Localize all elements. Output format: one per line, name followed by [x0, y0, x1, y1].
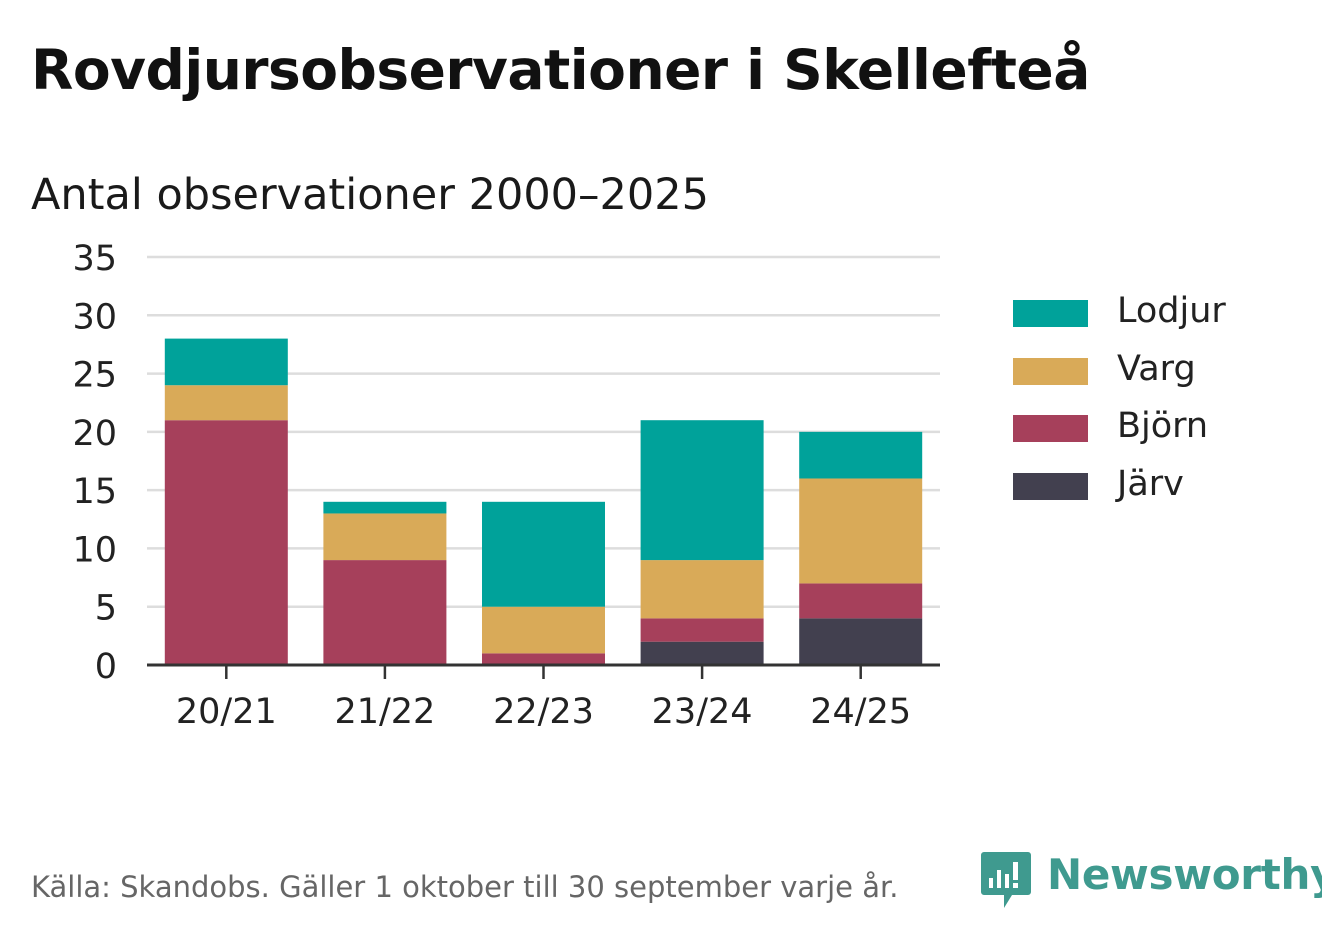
bar-segment-varg	[482, 606, 605, 654]
legend-swatch	[1013, 415, 1088, 442]
y-tick-label: 15	[72, 472, 117, 512]
source-note: Källa: Skandobs. Gäller 1 oktober till 3…	[31, 870, 899, 904]
legend-swatch	[1013, 300, 1088, 327]
y-tick-label: 10	[72, 530, 117, 570]
x-tick-label: 23/24	[652, 692, 753, 732]
bar-segment-björn	[323, 560, 447, 665]
stacked-bar-chart: 0 5 10 15 20 25 30 35 20/21 21/22 22/23 23/24 24/25	[72, 239, 940, 732]
x-tick-label: 24/25	[810, 692, 911, 732]
page-title: Rovdjursobservationer i Skellefteå	[31, 38, 1090, 102]
bar-segment-järv	[640, 641, 764, 665]
x-tick-label: 21/22	[334, 692, 435, 732]
brand-name: Newsworthy	[1047, 850, 1322, 899]
bar-segment-varg	[323, 513, 447, 561]
chart-subtitle: Antal observationer 2000–2025	[31, 170, 709, 220]
bar-segment-varg	[164, 385, 288, 421]
bar-segment-lodjur	[164, 338, 288, 386]
y-tick-label: 35	[72, 239, 117, 279]
y-tick-label: 5	[95, 589, 117, 629]
bar-segment-järv	[799, 618, 923, 665]
y-tick-label: 20	[72, 414, 117, 454]
y-tick-label: 30	[72, 297, 117, 337]
bar-segment-björn	[799, 583, 923, 619]
bar-segment-varg	[799, 478, 923, 584]
x-tick-label: 22/23	[493, 692, 594, 732]
y-tick-label: 25	[72, 356, 117, 396]
bar-segment-björn	[164, 420, 288, 665]
x-tick-label: 20/21	[176, 692, 277, 732]
newsworthy-icon	[981, 852, 1031, 908]
bar-segment-varg	[640, 560, 764, 619]
bar-segment-björn	[482, 653, 605, 665]
bar-segment-lodjur	[799, 431, 923, 479]
legend-label: Järv	[1117, 463, 1184, 504]
legend-label: Lodjur	[1117, 291, 1226, 331]
bar-segment-lodjur	[640, 420, 764, 561]
legend-swatch	[1013, 472, 1088, 500]
bar-segment-björn	[640, 618, 764, 642]
legend-label: Björn	[1117, 406, 1209, 446]
legend-swatch	[1013, 357, 1088, 385]
bar-segment-lodjur	[323, 501, 447, 514]
y-tick-label: 0	[95, 647, 117, 687]
legend-label: Varg	[1117, 348, 1196, 389]
bar-segment-lodjur	[482, 501, 605, 607]
